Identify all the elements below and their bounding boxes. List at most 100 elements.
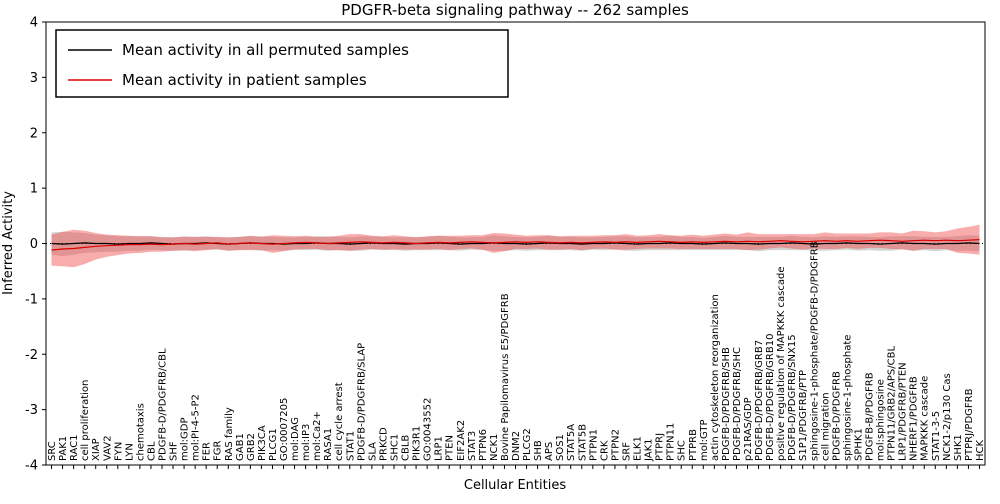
band-patient [51, 224, 980, 268]
x-tick-label: PTPRJ [655, 433, 666, 461]
x-tick-label: PRKCD [378, 427, 389, 461]
x-tick-label: sphingosine-1-phosphate/PDGFB-D/PDGFRB [809, 241, 820, 461]
x-tick-label: PDGFB-D/PDGFRB/SHB [721, 347, 732, 461]
x-tick-label: RAS family [224, 407, 235, 461]
x-tick-label: PIK3R1 [412, 426, 423, 461]
x-tick-label: PDGFB-D/PDGFRB/GRB10 [765, 334, 776, 461]
x-tick-label: FER [202, 442, 213, 461]
x-tick-label: MAPKKK cascade [920, 376, 931, 461]
x-tick-label: GRB2 [246, 433, 257, 461]
x-tick-label: LRP1/PDGFRB/PTEN [898, 362, 909, 461]
x-tick-label: PLCG2 [522, 428, 533, 461]
chart-title: PDGFR-beta signaling pathway -- 262 samp… [341, 1, 689, 19]
x-tick-label: PLCG1 [268, 428, 279, 461]
x-tick-label: GAB1 [235, 433, 246, 461]
x-tick-label: PDGFB-D/PDGFRB/SLAP [356, 343, 367, 461]
x-tick-label: FGR [213, 440, 224, 461]
x-tick-label: PDGFB-B/PDGFRB [865, 372, 876, 461]
x-tick-label: PDGFB-D/PDGFRB/GRB7 [754, 340, 765, 461]
x-tick-label: SLA [367, 442, 378, 461]
legend-label-patient: Mean activity in patient samples [122, 71, 367, 89]
legend-box [55, 29, 509, 98]
x-tick-label: PTEN [445, 435, 456, 461]
x-tick-labels: SRC PAK1 RAC1 cell proliferation XIAP VAV2 FYN… [47, 241, 986, 462]
x-tick-label: sphingosine-1-phosphate [842, 335, 853, 461]
x-tick-label: PTPRJ/PDGFRB [964, 388, 975, 461]
x-tick-label: NHERF1/PDGFRB [909, 376, 920, 461]
y-tick-label: -2 [25, 348, 38, 363]
x-tick-label: PDGFB-D/PDGFRB/SHC [732, 347, 743, 461]
x-tick-label: GO:0007205 [279, 398, 290, 461]
y-tick-label: 2 [30, 126, 38, 141]
x-tick-label: STAT1 [345, 431, 356, 461]
x-tick-label: NCK1-2/p130 Cas [942, 373, 953, 461]
x-tick-label: PDGFB-D/PDGFRB/CBL [158, 348, 169, 461]
x-tick-label: APS [544, 442, 555, 461]
x-ticks [51, 465, 980, 469]
x-tick-label: SHC [677, 440, 688, 461]
x-tick-label: mol:GTP [699, 419, 710, 461]
x-tick-label: PAK1 [58, 436, 69, 461]
x-tick-label: S1P1/PDGFRB/PTP [798, 370, 809, 461]
series-lines [51, 239, 980, 251]
y-tick-label: -3 [25, 403, 38, 418]
y-ticks: -4 -3 -2 -1 0 1 2 3 4 [25, 16, 46, 474]
x-tick-label: mol:GDP [180, 418, 191, 462]
x-tick-label: cell migration [820, 392, 831, 461]
x-tick-label: FYN [113, 442, 124, 461]
x-tick-label: RASA1 [323, 428, 334, 461]
x-axis-label: Cellular Entities [464, 478, 566, 493]
plot-border [45, 21, 986, 466]
legend: Mean activity in all permuted samples Me… [55, 29, 509, 98]
x-tick-label: RAC1 [69, 434, 80, 461]
x-tick-label: p21RAS/GDP [743, 397, 754, 461]
x-tick-label: mol:sphingosine [876, 379, 887, 461]
x-tick-label: SHF [169, 441, 180, 461]
x-tick-label: SHK1 [953, 434, 964, 461]
x-tick-label: mol:Ca2+ [312, 411, 323, 461]
x-tick-label: cell proliferation [80, 380, 91, 461]
x-tick-label: actin cytoskeleton reorganization [710, 294, 721, 461]
x-tick-label: PDGFB-D/PDGFRB [831, 371, 842, 461]
x-tick-label: PTPRB [688, 429, 699, 461]
x-tick-label: mol:DAG [290, 417, 301, 461]
x-tick-label: PTPN2 [610, 429, 621, 461]
x-tick-label: NCK1 [489, 434, 500, 461]
x-tick-label: PTPN11 [666, 423, 677, 461]
x-tick-label: PIK3CA [257, 425, 268, 461]
x-tick-label: VAV2 [102, 435, 113, 461]
x-tick-label: HCK [975, 439, 986, 461]
x-tick-label: PTPN11/GRB2/APS/CBL [887, 346, 898, 461]
y-tick-label: 4 [30, 16, 38, 31]
y-tick-label: -4 [25, 459, 38, 474]
x-tick-label: mol:PI-4-5-P2 [191, 394, 202, 461]
x-tick-label: JAK1 [644, 438, 655, 462]
y-tick-label: 1 [30, 182, 38, 197]
x-tick-label: LYN [124, 443, 135, 461]
x-tick-label: XIAP [91, 438, 102, 461]
x-tick-label: SPHK1 [854, 428, 865, 461]
x-tick-label: SRC [47, 441, 58, 461]
x-tick-label: STAT3 [467, 431, 478, 461]
x-tick-label: PTPN1 [588, 429, 599, 461]
legend-label-permuted: Mean activity in all permuted samples [122, 41, 409, 59]
x-tick-label: PTPN6 [478, 429, 489, 461]
x-tick-label: SRF [622, 442, 633, 461]
x-tick-label: STAT5A [566, 424, 577, 461]
x-tick-label: SOS1 [555, 434, 566, 461]
x-tick-label: SHC1 [390, 434, 401, 461]
y-tick-label: -1 [25, 292, 38, 307]
x-tick-label: positive regulation of MAPKKK cascade [776, 266, 787, 461]
x-tick-label: DNM2 [511, 431, 522, 461]
x-tick-label: CBLB [401, 435, 412, 461]
x-tick-label: EIF2AK2 [456, 420, 467, 461]
x-tick-label: PDGFB-D/PDGFRB/SNX15 [787, 334, 798, 461]
x-tick-label: SHB [533, 440, 544, 461]
y-axis-label: Inferred Activity [1, 191, 16, 295]
series-line-patient [51, 239, 980, 251]
y-tick-label: 0 [30, 237, 38, 252]
x-tick-label: cell cycle arrest [334, 382, 345, 461]
y-tick-label: 3 [30, 71, 38, 86]
